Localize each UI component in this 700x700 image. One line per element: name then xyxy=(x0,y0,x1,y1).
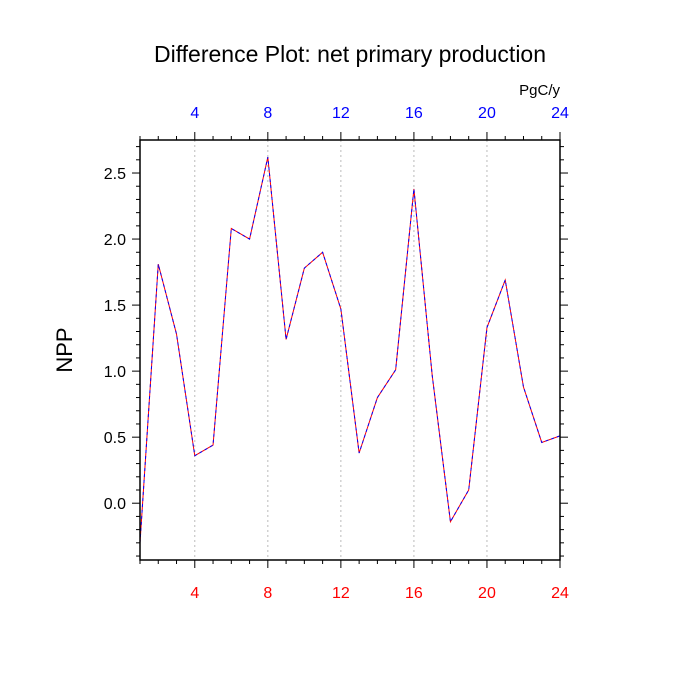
grid-layer xyxy=(194,140,488,560)
x-tick-label-top: 8 xyxy=(263,105,272,122)
y-tick-label: 1.0 xyxy=(104,364,126,381)
y-tick-label: 0.5 xyxy=(104,430,126,447)
label-layer: 0.0 0.5 1.0 1.5 2.0 2.5 4 4 8 8 12 12 16 16 20 20 24 24 xyxy=(104,105,569,602)
x-tick-label-top: 4 xyxy=(190,105,199,122)
y-tick-label: 2.0 xyxy=(104,232,126,249)
y-tick-label: 0.0 xyxy=(104,496,126,513)
x-tick-label-top: 24 xyxy=(551,105,569,122)
x-tick-label-bottom: 4 xyxy=(190,585,199,602)
y-tick-label: 1.5 xyxy=(104,298,126,315)
chart-title: Difference Plot: net primary production xyxy=(154,41,546,67)
x-tick-label-top: 12 xyxy=(332,105,350,122)
series-line-red xyxy=(139,157,561,543)
plot-frame xyxy=(139,139,561,561)
x-tick-label-bottom: 12 xyxy=(332,585,350,602)
x-tick-label-bottom: 24 xyxy=(551,585,569,602)
series-layer xyxy=(139,157,561,543)
x-tick-label-bottom: 16 xyxy=(405,585,423,602)
x-tick-label-top: 16 xyxy=(405,105,423,122)
units-label: PgC/y xyxy=(519,82,560,99)
x-tick-label-bottom: 8 xyxy=(263,585,272,602)
y-tick-label: 2.5 xyxy=(104,166,126,183)
x-tick-label-bottom: 20 xyxy=(478,585,496,602)
series-line-blue-dashed xyxy=(139,157,561,543)
tick-layer xyxy=(132,132,568,568)
x-tick-label-top: 20 xyxy=(478,105,496,122)
y-axis-label: NPP xyxy=(52,327,77,372)
